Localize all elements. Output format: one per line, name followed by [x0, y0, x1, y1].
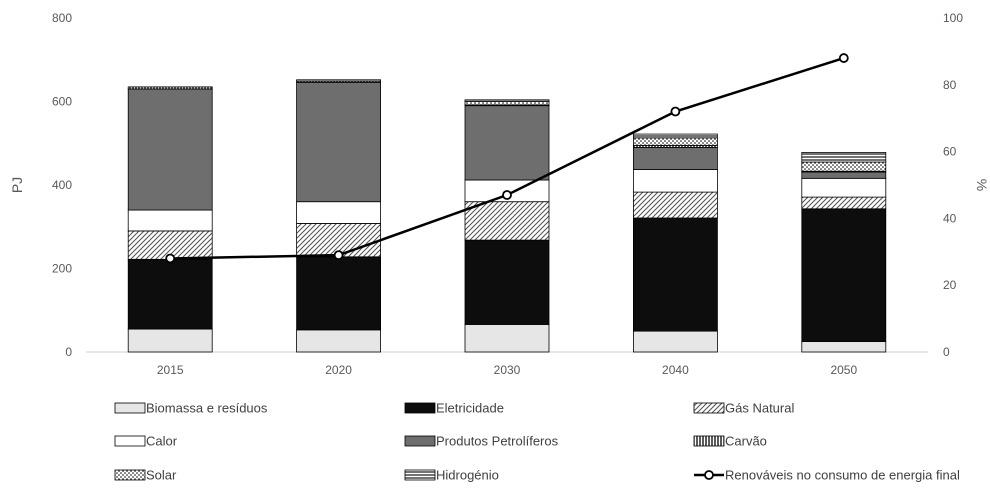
bar-segment	[296, 79, 382, 82]
legend-swatch	[693, 402, 725, 414]
legend-swatch	[114, 435, 146, 447]
y-tick-label: 200	[52, 262, 72, 276]
legend-swatch	[693, 435, 725, 447]
x-tick-label: 2015	[157, 363, 184, 377]
legend-label: Solar	[146, 468, 177, 483]
bar-segment	[801, 341, 887, 353]
x-tick-label: 2020	[325, 363, 352, 377]
renewables-point	[502, 190, 512, 200]
legend-label: Biomassa e resíduos	[146, 401, 268, 416]
bar-segment	[127, 88, 213, 211]
legend-label: Renováveis no consumo de energia final	[725, 468, 960, 483]
legend-swatch	[114, 469, 146, 481]
x-tick-label: 2030	[494, 363, 521, 377]
legend-label: Eletricidade	[436, 401, 504, 416]
renewables-point	[333, 250, 344, 261]
y-tick-label: 400	[52, 178, 72, 192]
legend-label: Carvão	[725, 434, 767, 449]
bar-segment	[296, 329, 382, 353]
bar-segment	[633, 133, 718, 139]
bar-segment	[801, 208, 887, 342]
legend-line-marker	[704, 470, 714, 480]
renewables-point	[670, 106, 681, 117]
y2-tick-label: 40	[943, 211, 957, 225]
bar-segment	[633, 147, 718, 170]
y2-tick-label: 100	[943, 11, 963, 25]
bar-segment	[296, 201, 382, 224]
legend-label: Calor	[146, 434, 178, 449]
legend-label: Hidrogénio	[436, 468, 499, 483]
bar-segment	[464, 324, 550, 353]
bar-segment	[127, 258, 213, 330]
bar-segment	[296, 81, 382, 203]
y2-tick-label: 80	[943, 78, 957, 92]
bar-segment	[296, 256, 382, 331]
bar-segment	[127, 209, 213, 232]
legend-label: Produtos Petrolíferos	[436, 434, 559, 449]
bar-segment	[801, 152, 887, 163]
bar-segment	[633, 169, 718, 193]
renewables-point	[165, 253, 176, 264]
bar-segment	[801, 161, 887, 172]
bar-segment	[464, 239, 550, 325]
bar-segment	[633, 217, 718, 332]
y-tick-label: 600	[52, 95, 72, 109]
x-tick-label: 2040	[662, 363, 689, 377]
bar-segment	[464, 201, 550, 241]
y-tick-label: 0	[65, 345, 72, 359]
bar-segment	[633, 191, 718, 219]
bar-segment	[464, 105, 550, 181]
bar-segment	[464, 101, 550, 106]
renewables-point	[838, 53, 849, 63]
y2-tick-label: 0	[943, 345, 950, 359]
y2-axis-title: %	[974, 179, 990, 191]
y2-tick-label: 20	[943, 278, 957, 292]
y2-tick-label: 60	[943, 145, 957, 159]
x-tick-label: 2050	[830, 363, 857, 377]
legend-swatch	[114, 402, 146, 414]
bar-segment	[801, 177, 887, 198]
legend-swatch	[404, 469, 436, 481]
bar-segment	[633, 330, 718, 353]
bar-segment	[633, 137, 718, 146]
y-axis-title: PJ	[9, 177, 25, 193]
bar-segment	[801, 171, 887, 179]
y-tick-label: 800	[52, 11, 72, 25]
bar-segment	[127, 86, 213, 90]
legend-label: Gás Natural	[725, 401, 794, 416]
legend-swatch	[404, 402, 436, 414]
bar-segment	[464, 99, 550, 102]
bar-segment	[127, 328, 213, 353]
bar-segment	[801, 196, 887, 210]
legend-swatch	[404, 435, 436, 447]
